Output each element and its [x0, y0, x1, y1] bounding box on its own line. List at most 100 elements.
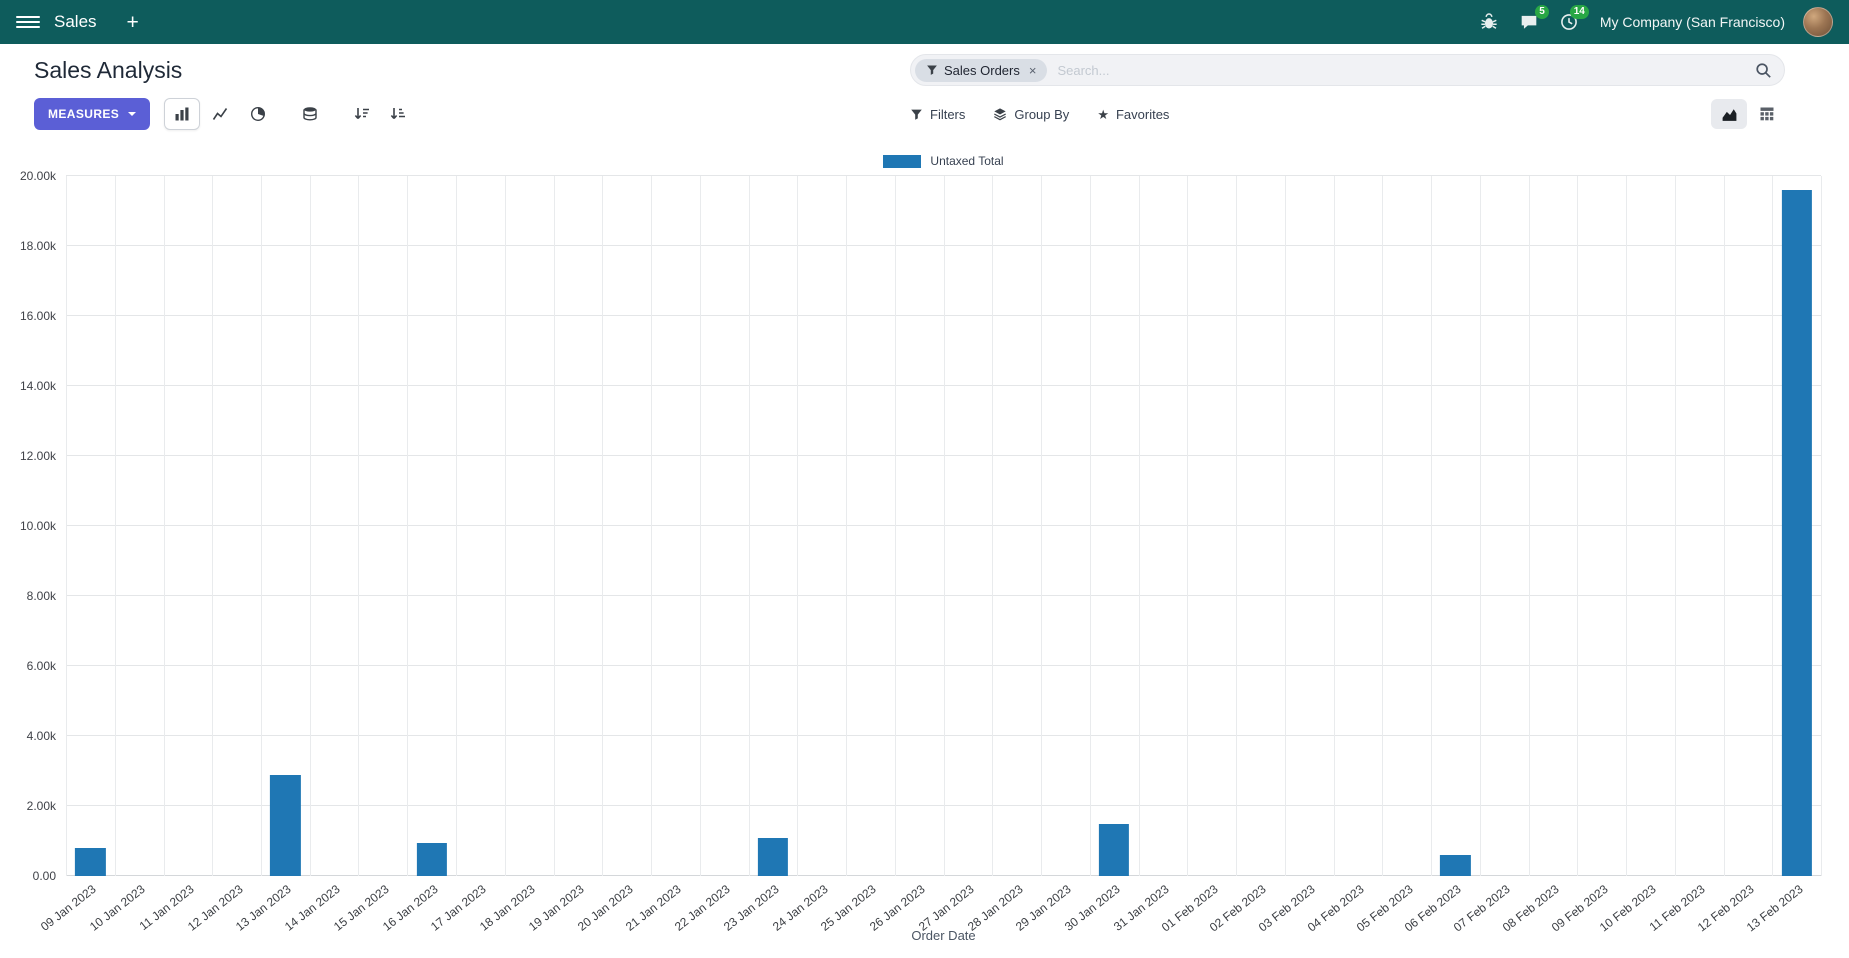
measures-label: MEASURES	[48, 107, 120, 121]
plot-area	[66, 175, 1822, 876]
bar-09-jan-2023[interactable]	[75, 848, 106, 876]
chart-legend: Untaxed Total	[66, 154, 1821, 168]
legend-swatch	[883, 154, 922, 168]
gridline-v	[1187, 176, 1189, 876]
filters-funnel-icon	[910, 108, 923, 121]
control-panel: Sales Analysis Sales Orders × MEASURES	[0, 44, 1849, 140]
y-tick-label: 16.00k	[19, 309, 56, 323]
bar-chart-button[interactable]	[164, 98, 201, 130]
gridline-v	[1772, 176, 1774, 876]
y-axis: 0.00 2.00k 4.00k 6.00k 8.00k 10.00k 12.00k 14.0…	[0, 169, 66, 883]
gridline-v	[992, 176, 994, 876]
filters-button[interactable]: Filters	[910, 107, 965, 122]
y-tick-label: 0.00	[32, 869, 56, 883]
search-icon[interactable]	[1755, 62, 1772, 79]
y-tick-label: 20.00k	[19, 169, 56, 183]
gridline-v	[1089, 176, 1091, 876]
gridline-v	[163, 176, 165, 876]
activities-badge: 14	[1569, 5, 1589, 19]
search-input[interactable]	[1047, 62, 1755, 78]
favorites-button[interactable]: ★ Favorites	[1097, 107, 1169, 122]
pie-chart-button[interactable]	[240, 98, 276, 130]
y-tick-label: 2.00k	[26, 799, 56, 813]
messages-icon[interactable]: 5	[1518, 5, 1549, 33]
gridline-v	[456, 176, 457, 876]
layers-icon	[993, 107, 1007, 121]
gridline-v	[1041, 176, 1042, 876]
chart-type-group	[164, 98, 276, 130]
gridline-v	[1235, 176, 1237, 876]
x-axis-labels: 09 Jan 2023 10 Jan 2023 11 Jan 2023 12 Jan …	[38, 876, 1821, 935]
chart-body: 0.00 2.00k 4.00k 6.00k 8.00k 10.00k 12.00k 14.0…	[0, 169, 1822, 883]
stacked-toggle-button[interactable]	[292, 98, 328, 130]
gridline-v	[650, 176, 652, 876]
gridline-v	[1821, 176, 1822, 876]
gridline-v	[1284, 176, 1286, 876]
filter-funnel-icon	[926, 64, 938, 76]
y-tick-label: 8.00k	[26, 589, 56, 603]
view-switcher	[1711, 99, 1785, 129]
gridline-v	[1674, 176, 1676, 876]
graph-view-button[interactable]	[1711, 99, 1747, 129]
gridline-h	[66, 175, 1821, 176]
y-tick-label: 12.00k	[19, 449, 56, 463]
gridline-v	[66, 176, 67, 876]
debug-bug-icon[interactable]	[1478, 11, 1500, 33]
apps-menu-icon[interactable]	[16, 10, 40, 34]
app-name[interactable]: Sales	[54, 12, 97, 31]
gridline-v	[407, 176, 409, 876]
messages-badge: 5	[1535, 5, 1549, 19]
company-switcher[interactable]: My Company (San Francisco)	[1599, 14, 1785, 30]
gridline-v	[1382, 176, 1384, 876]
group-by-label: Group By	[1014, 106, 1070, 122]
avatar[interactable]	[1803, 7, 1833, 37]
search-facet[interactable]: Sales Orders ×	[915, 58, 1048, 82]
measures-button[interactable]: MEASURES	[34, 98, 151, 130]
sort-ascending-button[interactable]	[380, 98, 416, 130]
gridline-v	[358, 176, 360, 876]
favorites-label: Favorites	[1115, 106, 1170, 122]
gridline-v	[261, 176, 262, 876]
y-tick-label: 6.00k	[26, 659, 56, 673]
x-axis-title: Order Date	[911, 928, 976, 943]
gridline-v	[1138, 176, 1140, 876]
new-tab-plus-icon[interactable]: +	[126, 10, 139, 34]
group-by-button[interactable]: Group By	[993, 107, 1069, 122]
bar-16-jan-2023[interactable]	[416, 842, 447, 876]
systray: 5 14 My Company (San Francisco)	[1478, 5, 1833, 37]
gridline-v	[748, 176, 750, 876]
bar-13-jan-2023[interactable]	[270, 774, 301, 876]
gridline-v	[1723, 176, 1725, 876]
gridline-v	[894, 176, 896, 876]
line-chart-button[interactable]	[202, 98, 238, 130]
gridline-v	[504, 176, 506, 876]
top-navbar: Sales + 5 14 My Company (San Francisco)	[0, 0, 1849, 44]
gridline-v	[602, 176, 604, 876]
gridline-v	[846, 176, 847, 876]
gridline-v	[1333, 176, 1335, 876]
star-icon: ★	[1097, 106, 1109, 122]
activities-clock-icon[interactable]: 14	[1558, 5, 1589, 33]
gridline-v	[1577, 176, 1579, 876]
bar-13-feb-2023[interactable]	[1781, 190, 1812, 876]
gridline-v	[309, 176, 311, 876]
x-axis: 09 Jan 2023 10 Jan 2023 11 Jan 2023 12 Jan …	[0, 876, 1821, 935]
bar-30-jan-2023[interactable]	[1099, 823, 1130, 876]
bar-06-feb-2023[interactable]	[1440, 855, 1471, 876]
chart-toolbar: MEASURES	[34, 98, 910, 130]
bar-23-jan-2023[interactable]	[757, 837, 788, 876]
gridline-v	[943, 176, 945, 876]
gridline-v	[1479, 176, 1481, 876]
y-tick-label: 18.00k	[19, 239, 56, 253]
search-toolbar: Filters Group By ★ Favorites	[910, 99, 1785, 129]
gridline-v	[1528, 176, 1530, 876]
gridline-v	[1431, 176, 1432, 876]
y-tick-label: 14.00k	[19, 379, 56, 393]
facet-remove-icon[interactable]: ×	[1028, 62, 1037, 78]
pivot-view-button[interactable]	[1749, 99, 1785, 129]
chevron-down-icon	[128, 112, 137, 116]
page-title: Sales Analysis	[34, 56, 183, 83]
sort-descending-button[interactable]	[344, 98, 380, 130]
facet-label: Sales Orders	[944, 62, 1020, 78]
search-bar[interactable]: Sales Orders ×	[910, 54, 1785, 86]
